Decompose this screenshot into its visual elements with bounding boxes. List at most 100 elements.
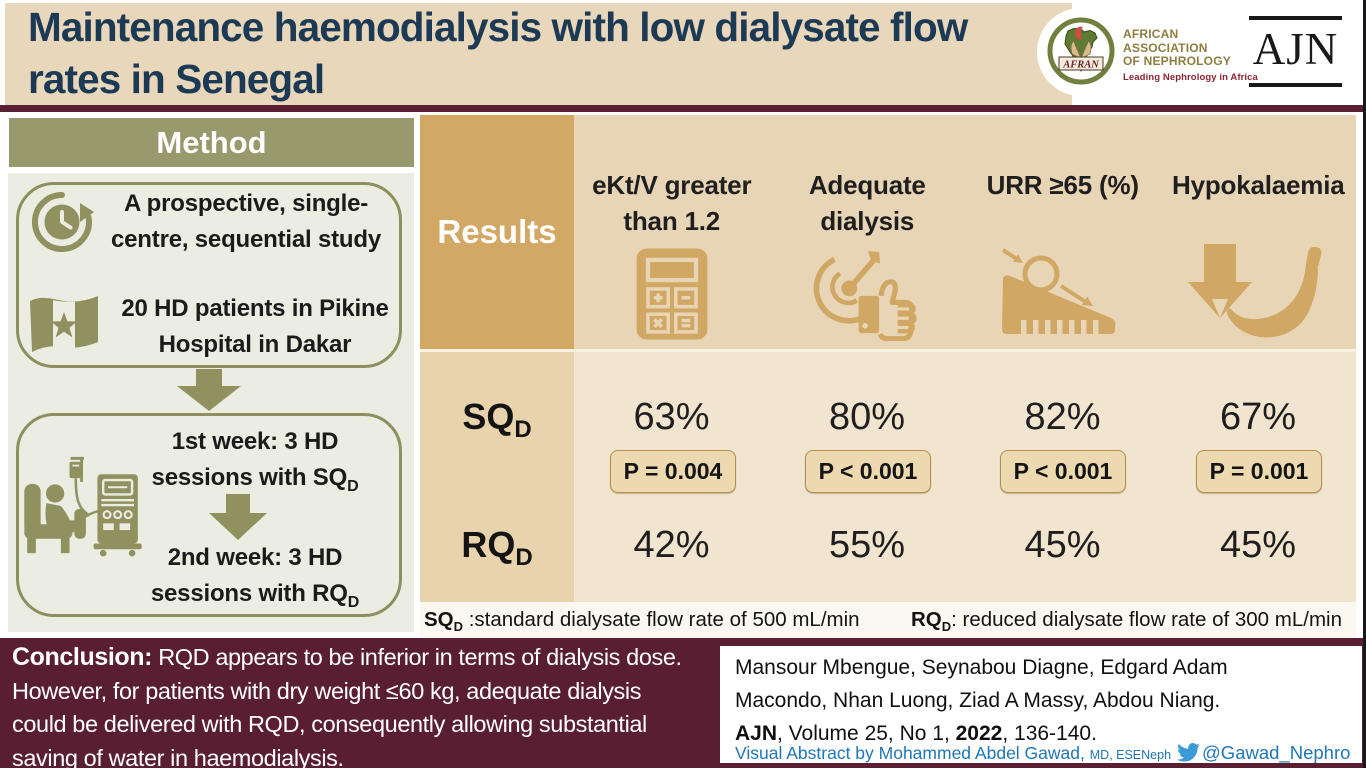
column-label: eKt/V greater than 1.2 [574, 167, 770, 239]
method-step-4-text: 2nd week: 3 HD sessions with RQD [135, 540, 375, 621]
p-value-text: P < 0.001 [1013, 458, 1113, 484]
results-label: Results [437, 213, 557, 250]
column-label-line1: Adequate [808, 170, 926, 200]
down-arrow-icon [209, 494, 267, 545]
ajn-journal-logo: AJN [1249, 16, 1342, 87]
column-label-line1: Hypokalaemia [1172, 170, 1345, 200]
conclusion-label: Conclusion: [12, 643, 153, 671]
value-sqd-urr: 82% [1024, 396, 1101, 438]
conclusion-line: saving of water in haemodialysis. [12, 744, 344, 771]
step4-line1: 2nd week: 3 HD [167, 544, 343, 571]
results-column-headers: eKt/V greater than 1.2 [574, 115, 1356, 349]
afran-name-block: AFRICAN ASSOCIATION OF NEPHROLOGY Leadin… [1123, 27, 1258, 83]
credit-degrees: MD, ESENeph [1089, 748, 1172, 762]
method-heading: Method [156, 125, 267, 160]
step4-line2: sessions with RQD [135, 576, 375, 621]
value-rqd-hypokalaemia: 45% [1219, 524, 1297, 566]
journal-citation: AJN, Volume 25, No 1, 2022, 136-140. [735, 717, 1097, 750]
method-step-2-text: 20 HD patients in Pikine Hospital in Dak… [105, 291, 405, 363]
conclusion-line: However, for patients with dry weight ≤6… [12, 677, 642, 704]
row-label-subscript: D [514, 416, 532, 444]
afran-acronym-text: AFRAN [1062, 60, 1099, 71]
footnote-text: : reduced dialysate flow rate of 300 mL/… [951, 608, 1342, 631]
method-step-1-text: A prospective, single- centre, sequentia… [96, 186, 396, 258]
conclusion-text: Conclusion: RQD appears to be inferior i… [12, 641, 727, 775]
journal-name: AJN [735, 722, 778, 745]
step3-line1: 1st week: 3 HD [171, 428, 339, 455]
method-heading-bar: Method [9, 118, 414, 167]
p-value-text: P < 0.001 [818, 458, 918, 484]
table-row-gap [420, 349, 1356, 352]
afran-tagline: Leading Nephrology in Africa [1123, 71, 1258, 83]
p-value-text: P = 0.001 [1209, 458, 1309, 484]
clock-history-icon [30, 190, 94, 259]
authors-line-1: Mansour Mbengue, Seynabou Diagne, Edgard… [735, 656, 1228, 679]
afran-name-line: OF NEPHROLOGY [1123, 54, 1231, 68]
p-value-badge: P = 0.004 [610, 450, 736, 493]
row-label-text: SQ [462, 396, 515, 437]
citation-volume: , Volume 25, No 1, [777, 722, 956, 745]
decline-slope-icon [965, 239, 1161, 349]
conclusion-line: Conclusion: RQD appears to be inferior i… [12, 641, 727, 675]
afran-name-line: AFRICAN [1123, 27, 1179, 41]
column-label: URR ≥65 (%) [965, 167, 1161, 239]
p-value-badge: P = 0.001 [1196, 450, 1322, 493]
visual-abstract-credit: Visual Abstract by Mohammed Abdel Gawad,… [735, 742, 1350, 767]
calculator-icon [574, 239, 770, 349]
conclusion-line1-text: RQD appears to be inferior in terms of d… [158, 644, 682, 670]
down-arrow-icon [177, 369, 241, 416]
p-value-text: P = 0.004 [623, 458, 723, 484]
value-sqd-hypokalaemia: 67% [1219, 396, 1297, 438]
page-title: Maintenance haemodialysis with low dialy… [28, 1, 1048, 105]
dialysis-target-icon [770, 239, 966, 349]
method-step-box-2 [16, 413, 402, 617]
column-label-line1: eKt/V greater [592, 170, 752, 200]
column-hypokalaemia: Hypokalaemia [1161, 115, 1357, 349]
row-label-text: RQ [461, 524, 516, 565]
footnote-term: SQD [424, 608, 464, 635]
step1-line1: A prospective, single- [123, 190, 369, 217]
twitter-icon [1177, 743, 1200, 767]
value-sqd-adequate: 80% [828, 396, 906, 438]
step4-line2-subscript: D [347, 593, 360, 611]
step1-line2: centre, sequential study [111, 226, 381, 253]
banana-down-arrow-icon [1161, 239, 1357, 349]
results-header-cell: Results [420, 115, 574, 349]
value-sqd-ektv: 63% [633, 396, 710, 438]
row-label-subscript: D [515, 544, 533, 572]
step2-line2: Hospital in Dakar [158, 331, 352, 358]
column-label-line2: than 1.2 [623, 206, 721, 236]
citation-pages: , 136-140. [1002, 722, 1097, 745]
twitter-handle: @Gawad_Nephro [1202, 742, 1351, 763]
senegal-flag-icon [26, 292, 102, 363]
column-ektv: eKt/V greater than 1.2 [574, 115, 770, 349]
step3-line2-text: sessions with SQ [151, 464, 348, 491]
footnote-strip [420, 602, 1356, 638]
column-label: Adequate dialysis [770, 167, 966, 239]
step4-line2-text: sessions with RQ [150, 580, 348, 607]
column-label-line2: dialysis [820, 206, 915, 236]
citation-year: 2022 [955, 722, 1003, 745]
column-label: Hypokalaemia [1161, 167, 1357, 239]
row-label-rqd: RQD [420, 524, 574, 572]
method-step-box-1 [16, 182, 402, 368]
ajn-letters: AJN [1252, 24, 1339, 74]
step3-line2-subscript: D [347, 477, 359, 495]
step3-line2: sessions with SQD [135, 460, 375, 505]
method-step-3-text: 1st week: 3 HD sessions with SQD [135, 424, 375, 505]
conclusion-line: could be delivered with RQD, consequentl… [12, 711, 647, 738]
row-label-sqd: SQD [420, 396, 574, 444]
footnote-text: :standard dialysate flow rate of 500 mL/… [463, 608, 860, 631]
step2-line1: 20 HD patients in Pikine [121, 295, 389, 322]
maroon-divider [0, 105, 1366, 112]
footnote-term: RQD [911, 608, 952, 635]
dialysis-patient-icon [22, 455, 144, 562]
credit-text: Visual Abstract by Mohammed Abdel Gawad, [735, 743, 1085, 763]
column-adequate-dialysis: Adequate dialysis [770, 115, 966, 349]
afran-name-line: ASSOCIATION [1123, 40, 1208, 55]
p-value-badge: P < 0.001 [1000, 450, 1126, 493]
afran-logo-icon: AFRAN [1046, 16, 1116, 86]
value-rqd-urr: 45% [1024, 524, 1101, 566]
authors-line-2: Macondo, Nhan Luong, Ziad A Massy, Abdou… [735, 689, 1221, 712]
title-line-2: rates in Senegal [28, 56, 325, 102]
